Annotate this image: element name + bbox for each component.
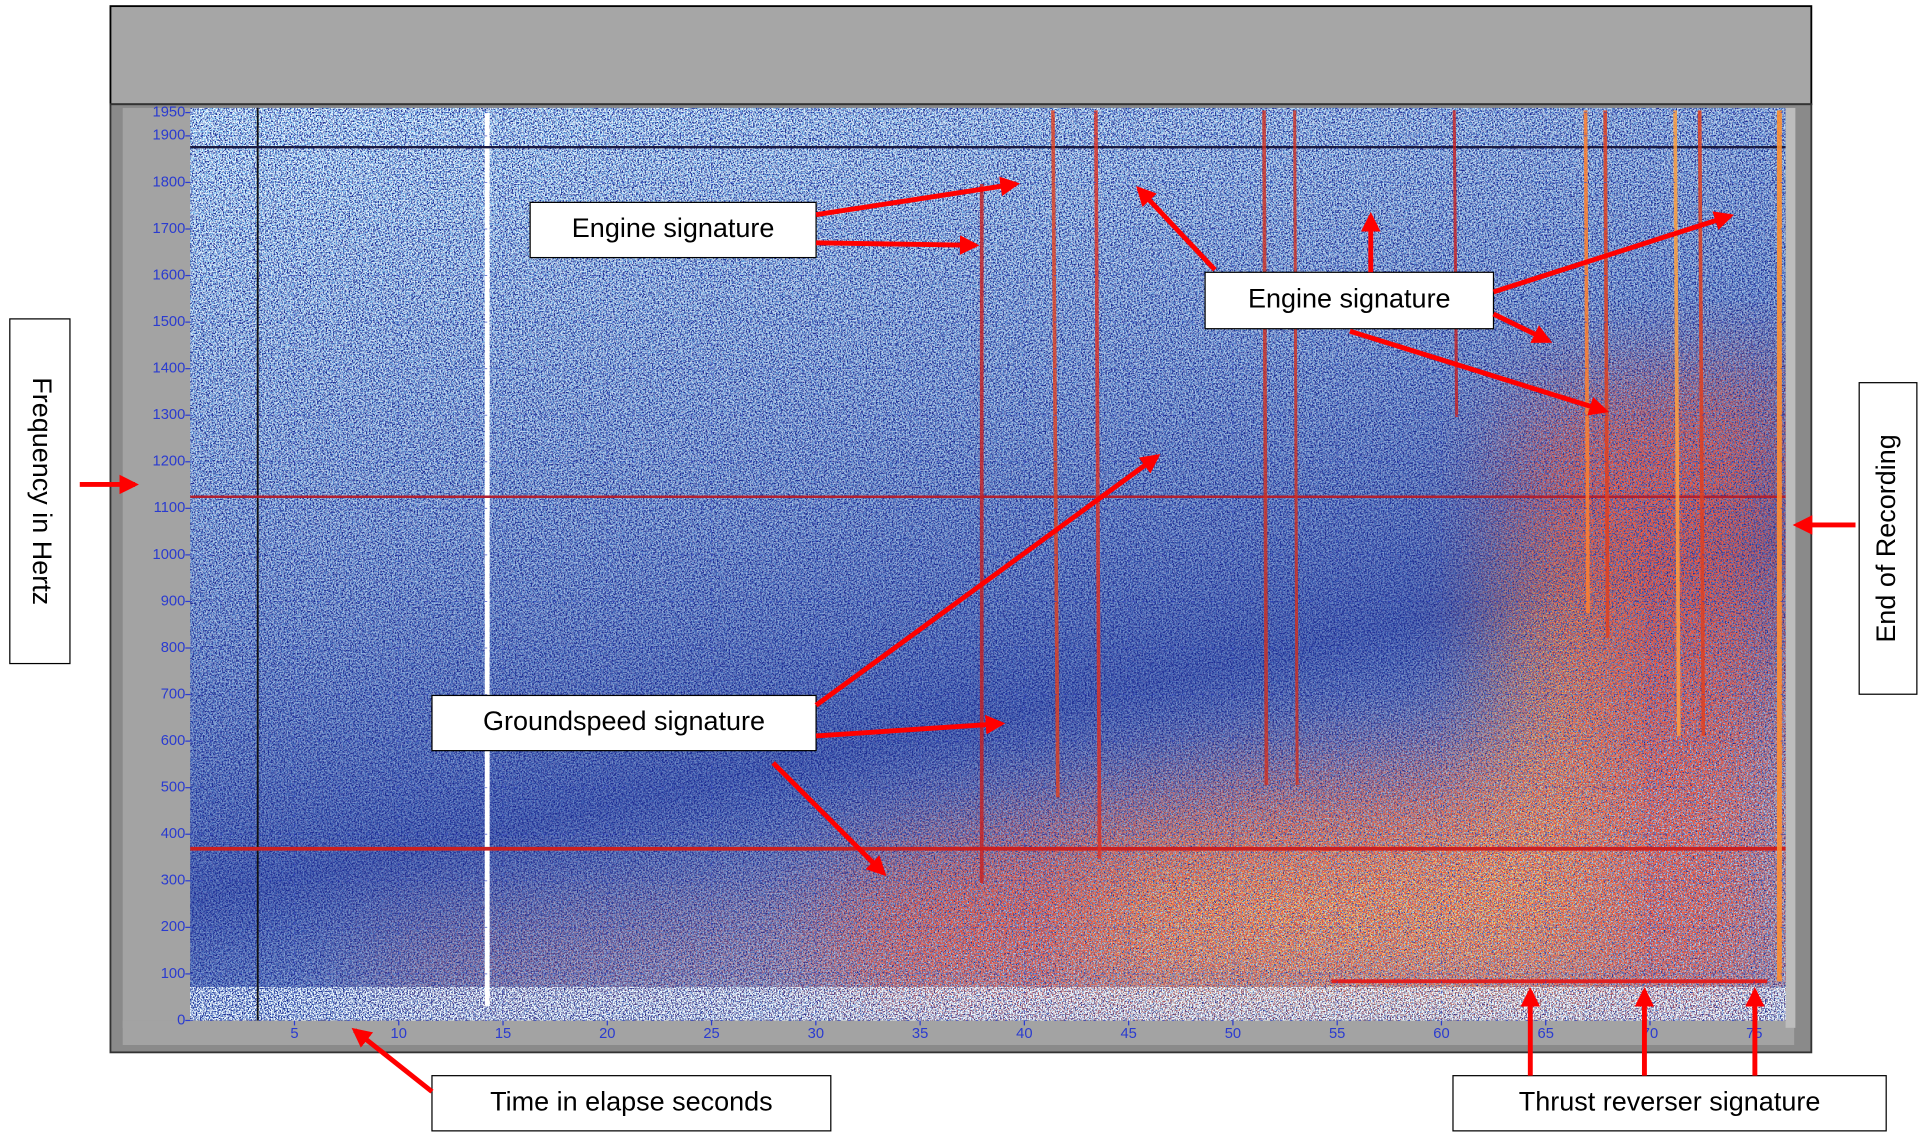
y-tick-label: 1300 xyxy=(153,407,186,423)
y-tick-label: 400 xyxy=(161,826,186,842)
x-tick-label: 40 xyxy=(1016,1026,1032,1042)
page: {"chart_data": { "type": "spectrogram", … xyxy=(0,0,1923,1137)
y-tick-label: 1700 xyxy=(153,221,186,237)
y-tick-label: 1800 xyxy=(153,174,186,190)
y-tick-label: 700 xyxy=(161,686,186,702)
annotation: Thrust reverser signature xyxy=(1519,1086,1821,1116)
y-tick-label: 500 xyxy=(161,780,186,796)
y-tick-label: 800 xyxy=(161,640,186,656)
y-tick-label: 200 xyxy=(161,919,186,935)
y-axis-label: Frequency in Hertz xyxy=(27,377,57,605)
spectrogram xyxy=(190,108,1785,1021)
x-tick-label: 45 xyxy=(1120,1026,1136,1042)
header-bar xyxy=(110,6,1811,104)
annotation: Engine signature xyxy=(572,213,775,243)
x-tick-label: 20 xyxy=(599,1026,615,1042)
annotation: End of Recording xyxy=(1871,434,1901,642)
y-tick-label: 1200 xyxy=(153,454,186,470)
annotation: Engine signature xyxy=(1248,284,1451,314)
y-tick-label: 1600 xyxy=(153,267,186,283)
x-axis-label: Time in elapse seconds xyxy=(490,1086,773,1116)
right-strip xyxy=(1786,108,1796,1028)
x-tick-label: 60 xyxy=(1433,1026,1449,1042)
y-tick-label: 1900 xyxy=(153,128,186,144)
y-tick-label: 1000 xyxy=(153,547,186,563)
y-tick-label: 100 xyxy=(161,966,186,982)
y-tick-label: 900 xyxy=(161,593,186,609)
annotation: Groundspeed signature xyxy=(483,706,765,736)
y-tick-label: 1400 xyxy=(153,361,186,377)
x-tick-label: 10 xyxy=(391,1026,407,1042)
x-tick-label: 50 xyxy=(1225,1026,1241,1042)
y-tick-label: 1950 xyxy=(153,104,186,120)
x-tick-label: 55 xyxy=(1329,1026,1345,1042)
y-tick-label: 0 xyxy=(177,1012,185,1028)
y-tick-label: 300 xyxy=(161,873,186,889)
x-tick-label: 65 xyxy=(1538,1026,1554,1042)
x-tick-label: 15 xyxy=(495,1026,511,1042)
x-tick-label: 25 xyxy=(703,1026,719,1042)
y-tick-label: 600 xyxy=(161,733,186,749)
y-tick-label: 1100 xyxy=(154,500,186,516)
y-tick-label: 1500 xyxy=(153,314,186,330)
x-tick-label: 30 xyxy=(808,1026,824,1042)
arrow xyxy=(816,243,976,245)
chart: 0 100 200 300 400 500 600 700 800 900 1000 1100 1200… xyxy=(0,0,1923,1137)
x-tick-label: 5 xyxy=(290,1026,298,1042)
y-axis-strip xyxy=(123,108,190,1028)
x-tick-label: 35 xyxy=(912,1026,928,1042)
